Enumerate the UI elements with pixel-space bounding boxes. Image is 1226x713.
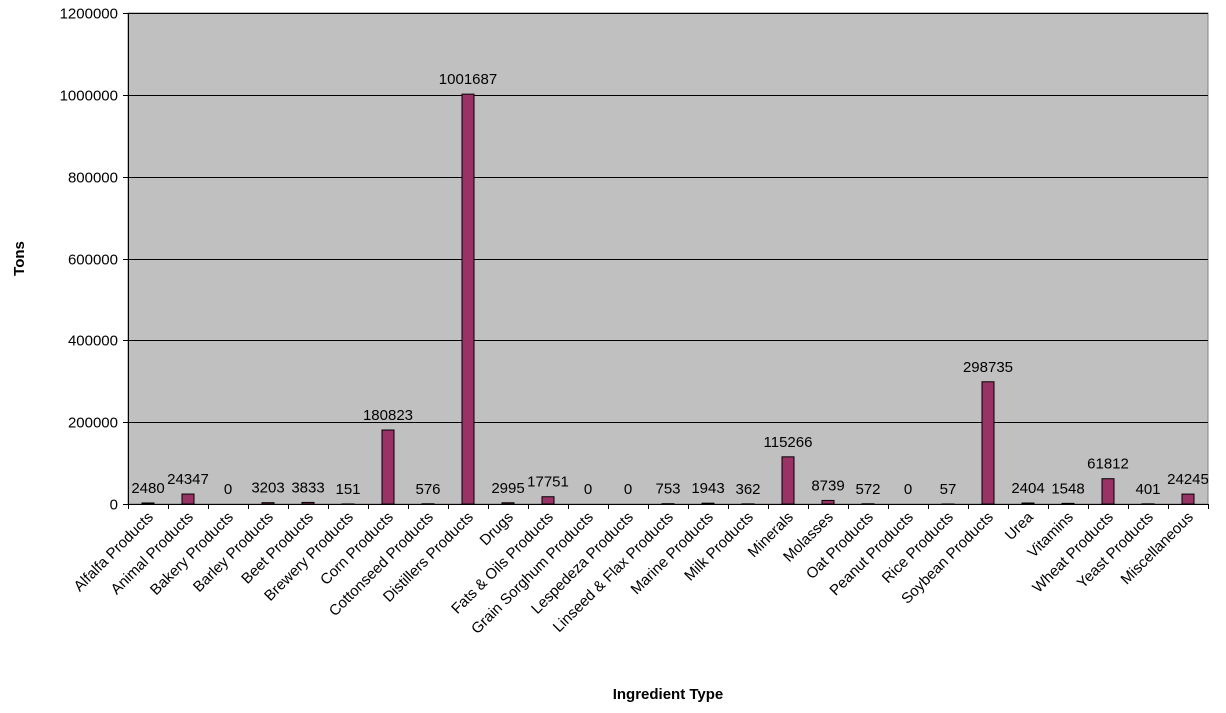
x-tick-label: Urea <box>1002 508 1037 543</box>
bar <box>301 501 315 505</box>
y-tick-label: 600000 <box>68 252 118 269</box>
data-label: 1943 <box>691 480 724 497</box>
y-tick-label: 0 <box>110 497 118 514</box>
data-label: 1548 <box>1051 480 1084 497</box>
data-label: 298735 <box>963 359 1013 376</box>
data-label: 3203 <box>251 480 284 497</box>
data-label: 0 <box>624 481 632 498</box>
data-label: 753 <box>655 481 680 498</box>
y-axis-title: Tons <box>11 241 28 276</box>
y-tick-label: 800000 <box>68 170 118 187</box>
data-label: 362 <box>735 481 760 498</box>
bar <box>1101 478 1115 505</box>
bar <box>821 499 835 505</box>
data-label: 2480 <box>131 480 164 497</box>
data-label: 0 <box>584 481 592 498</box>
data-label: 3833 <box>291 479 324 496</box>
bar <box>381 429 395 505</box>
bar <box>261 502 275 505</box>
gridlines <box>128 13 1208 423</box>
data-label: 17751 <box>527 474 569 491</box>
data-label: 180823 <box>363 407 413 424</box>
data-label: 24245 <box>1167 471 1209 488</box>
data-label: 0 <box>224 481 232 498</box>
x-tick-label: Miscellaneous <box>1118 509 1197 588</box>
bar <box>181 493 195 505</box>
data-label: 8739 <box>811 477 844 494</box>
bar <box>1181 493 1195 505</box>
bar <box>981 381 995 505</box>
plot-area <box>127 12 1209 505</box>
data-label: 572 <box>855 481 880 498</box>
y-tick-label: 200000 <box>68 415 118 432</box>
y-tick-label: 1200000 <box>60 6 118 23</box>
data-label: 1001687 <box>439 71 497 88</box>
bar <box>541 496 555 505</box>
y-axis-ticks: 0 200000 400000 600000 800000 1000000 1200000 <box>60 6 128 514</box>
data-label: 24347 <box>167 471 209 488</box>
data-label: 2995 <box>491 480 524 497</box>
bar <box>461 93 475 505</box>
x-axis-title: Ingredient Type <box>613 686 724 703</box>
data-label: 2404 <box>1011 480 1044 497</box>
y-tick-label: 1000000 <box>60 88 118 105</box>
data-label: 576 <box>415 481 440 498</box>
data-label: 57 <box>940 481 957 498</box>
bar <box>141 502 155 505</box>
data-label: 61812 <box>1087 456 1129 473</box>
bar <box>1021 502 1035 505</box>
data-label: 115266 <box>764 434 813 451</box>
y-tick-label: 400000 <box>68 333 118 350</box>
bar <box>501 502 515 505</box>
bar <box>1061 502 1075 505</box>
data-label: 401 <box>1135 481 1160 498</box>
bar <box>701 502 715 505</box>
bar <box>781 456 795 505</box>
data-label: 0 <box>904 481 912 498</box>
data-label: 151 <box>335 481 360 498</box>
